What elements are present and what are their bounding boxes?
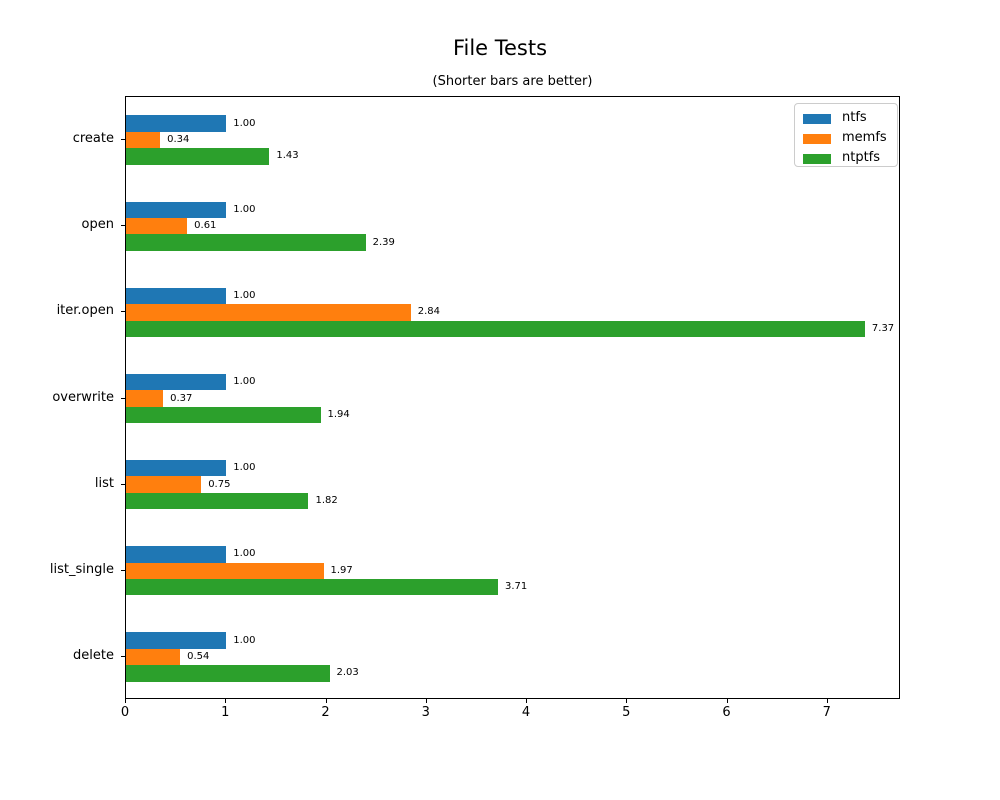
bar-memfs-overwrite xyxy=(126,390,164,407)
bar-ntptfs-overwrite xyxy=(126,406,321,424)
bar-value-label: 0.37 xyxy=(170,392,193,404)
y-tick-mark xyxy=(121,225,125,227)
legend: ntfs memfs ntptfs xyxy=(794,103,898,167)
x-tick-mark xyxy=(125,699,126,703)
bar-memfs-create xyxy=(126,131,161,149)
bar-value-label: 0.34 xyxy=(167,134,190,146)
axes-subtitle: (Shorter bars are better) xyxy=(432,74,593,89)
legend-label: ntptfs xyxy=(842,150,881,165)
bar-ntptfs-list_single xyxy=(126,578,498,596)
bar-ntptfs-list xyxy=(126,492,309,510)
bar-ntfs-iter.open xyxy=(126,287,227,305)
bar-value-label: 2.84 xyxy=(417,306,440,318)
bar-memfs-delete xyxy=(126,648,181,666)
bar-ntfs-list xyxy=(126,460,227,477)
bar-value-label: 3.71 xyxy=(504,581,528,593)
bar-value-label: 0.75 xyxy=(208,478,231,490)
bar-value-label: 7.37 xyxy=(871,322,895,334)
x-tick-mark xyxy=(626,699,628,703)
y-tick-mark xyxy=(121,569,125,571)
figure-title: File Tests xyxy=(452,36,548,60)
bar-ntptfs-create xyxy=(126,148,270,165)
x-tick-label: 2 xyxy=(321,705,330,720)
y-tick-mark xyxy=(121,397,125,399)
y-tick-mark xyxy=(121,655,125,657)
y-tick-label: create xyxy=(72,131,114,147)
legend-row-ntptfs: ntptfs xyxy=(795,149,897,169)
bar-memfs-list_single xyxy=(126,562,324,579)
x-tick-label: 3 xyxy=(421,705,430,720)
x-tick-label: 4 xyxy=(521,705,531,720)
y-tick-label: delete xyxy=(73,647,114,663)
legend-swatch-ntptfs xyxy=(803,154,831,164)
bar-ntfs-delete xyxy=(126,632,227,649)
y-tick-label: iter.open xyxy=(56,303,114,319)
bar-value-label: 1.82 xyxy=(315,495,338,507)
legend-row-memfs: memfs xyxy=(795,129,897,149)
bar-ntfs-open xyxy=(126,201,227,218)
x-tick-mark xyxy=(726,699,728,703)
x-tick-mark xyxy=(325,699,327,703)
bar-value-label: 0.61 xyxy=(194,220,217,232)
bar-value-label: 1.00 xyxy=(233,117,256,129)
bar-value-label: 1.00 xyxy=(233,203,256,215)
legend-swatch-ntfs xyxy=(803,114,831,124)
x-tick-mark xyxy=(225,699,227,703)
bar-value-label: 1.97 xyxy=(330,564,353,576)
y-tick-label: list xyxy=(94,475,114,491)
legend-row-ntfs: ntfs xyxy=(795,109,897,129)
bar-value-label: 1.00 xyxy=(233,634,256,646)
legend-swatch-memfs xyxy=(803,134,831,144)
x-tick-mark xyxy=(526,699,528,703)
bar-memfs-list xyxy=(126,476,202,493)
bar-value-label: 1.43 xyxy=(276,150,299,162)
bar-value-label: 1.00 xyxy=(233,376,256,388)
bar-memfs-open xyxy=(126,218,188,235)
bar-value-label: 1.00 xyxy=(233,548,256,560)
bar-ntfs-create xyxy=(126,115,227,132)
bar-value-label: 2.03 xyxy=(336,667,359,679)
y-tick-label: overwrite xyxy=(52,389,114,405)
bar-ntfs-list_single xyxy=(126,546,227,563)
y-tick-label: list_single xyxy=(49,561,114,577)
bar-value-label: 1.00 xyxy=(233,289,256,301)
bar-memfs-iter.open xyxy=(126,304,411,321)
x-tick-mark xyxy=(425,699,427,703)
x-tick-label: 5 xyxy=(622,705,631,720)
plot-area: 1.00 0.34 1.43 1.00 0.61 2.39 1.00 2.84 7.37 1.00… xyxy=(125,96,900,699)
bar-value-label: 0.54 xyxy=(187,650,210,662)
x-tick-label: 0 xyxy=(120,705,130,720)
bar-ntptfs-open xyxy=(126,234,366,251)
legend-label: memfs xyxy=(842,130,887,145)
y-tick-label: open xyxy=(81,217,114,233)
x-tick-mark xyxy=(826,699,828,703)
bar-value-label: 1.94 xyxy=(327,408,350,420)
bar-ntptfs-iter.open xyxy=(126,320,865,337)
bar-value-label: 1.00 xyxy=(233,462,256,474)
bar-ntptfs-delete xyxy=(126,665,330,682)
x-tick-label: 7 xyxy=(822,705,831,720)
legend-label: ntfs xyxy=(842,110,867,125)
y-tick-mark xyxy=(121,311,125,313)
bar-ntfs-overwrite xyxy=(126,373,227,391)
y-tick-mark xyxy=(121,483,125,485)
bar-value-label: 2.39 xyxy=(372,236,395,248)
x-tick-label: 1 xyxy=(221,705,230,720)
x-tick-label: 6 xyxy=(722,705,731,720)
y-tick-mark xyxy=(121,139,125,141)
